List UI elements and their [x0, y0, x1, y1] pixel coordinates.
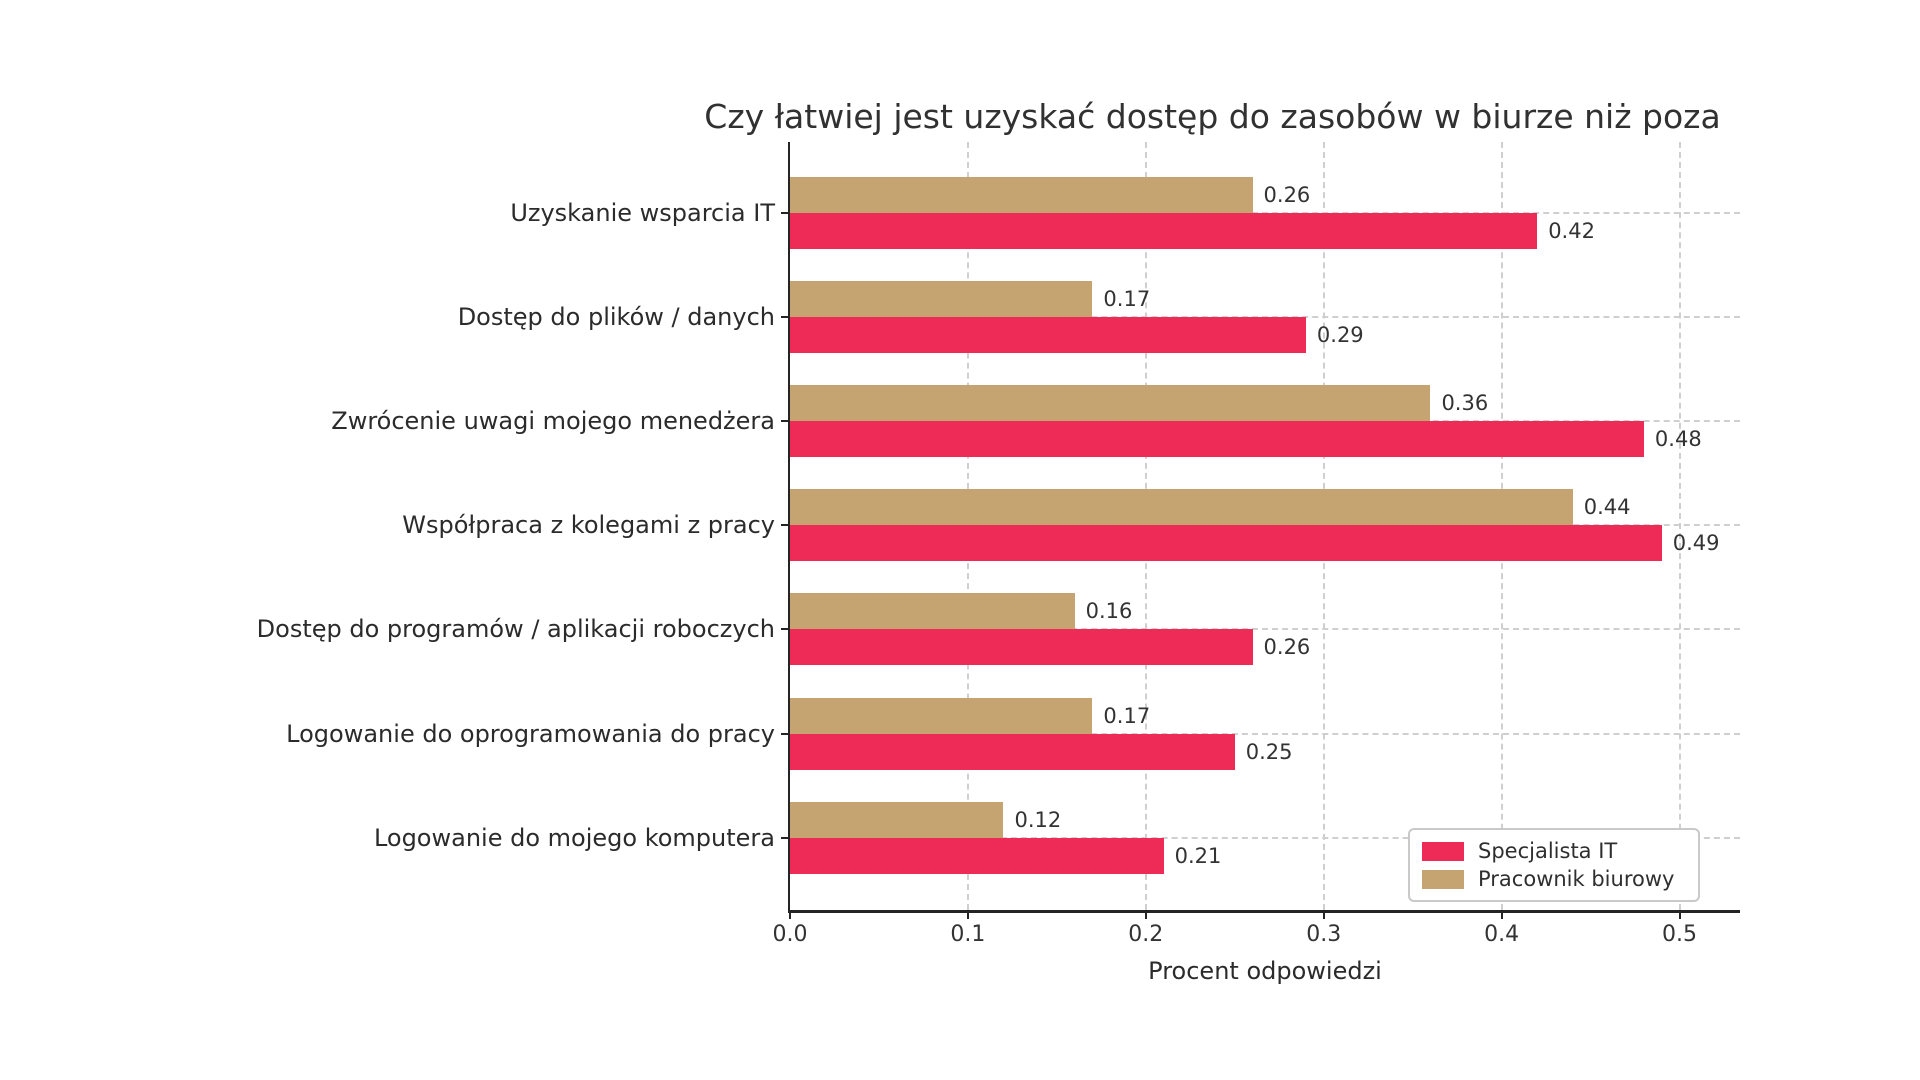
x-tick-mark — [789, 910, 791, 919]
bar-value-label: 0.49 — [1672, 531, 1720, 556]
x-tick-label: 0.5 — [1662, 922, 1697, 947]
bar-pracownik-biurowy — [790, 281, 1093, 318]
bar-specjalista-it — [790, 629, 1253, 666]
bar-value-label: 0.26 — [1263, 635, 1311, 660]
category-label: Współpraca z kolegami z pracy — [402, 511, 775, 540]
chart-title: Czy łatwiej jest uzyskać dostęp do zasob… — [704, 97, 1721, 136]
bar-value-label: 0.16 — [1085, 599, 1133, 624]
category-label: Dostęp do plików / danych — [457, 303, 775, 332]
x-axis-title: Procent odpowiedzi — [1148, 957, 1382, 985]
x-tick-label: 0.2 — [1128, 922, 1164, 947]
bar-value-label: 0.12 — [1014, 807, 1062, 832]
x-tick-mark — [1678, 910, 1681, 919]
bar-value-label: 0.36 — [1441, 391, 1489, 416]
legend-swatch-specjalista-it — [1422, 841, 1464, 861]
bar-specjalista-it — [790, 837, 1164, 874]
bar-pracownik-biurowy — [790, 801, 1004, 838]
x-tick-label: 0.3 — [1306, 922, 1342, 947]
bar-value-label: 0.17 — [1103, 703, 1151, 728]
y-gridline — [790, 628, 1740, 631]
bar-specjalista-it — [790, 317, 1306, 354]
bar-specjalista-it — [790, 213, 1538, 249]
y-tick-mark — [781, 628, 790, 631]
y-tick-mark — [781, 316, 790, 319]
bar-value-label: 0.29 — [1316, 323, 1364, 348]
bar-specjalista-it — [790, 733, 1235, 770]
bar-value-label: 0.26 — [1263, 183, 1311, 207]
legend-swatch-pracownik-biurowy — [1422, 869, 1464, 889]
bar-specjalista-it — [790, 421, 1644, 458]
bar-value-label: 0.25 — [1245, 739, 1293, 764]
bar-pracownik-biurowy — [790, 489, 1573, 526]
y-tick-mark — [781, 420, 790, 423]
x-tick-mark — [1500, 910, 1503, 919]
bar-specjalista-it — [790, 525, 1662, 562]
bar-value-label: 0.48 — [1654, 427, 1702, 452]
legend-label: Specjalista IT — [1478, 839, 1618, 863]
y-tick-mark — [781, 836, 790, 839]
bar-value-label: 0.42 — [1548, 219, 1595, 243]
x-tick-mark — [966, 910, 969, 919]
plot-area: 0.26 0.42 0.17 0.29 0.36 0.48 0.44 0.49 0.16 0.26… — [790, 142, 1740, 910]
bar-pracownik-biurowy — [790, 177, 1253, 213]
bar-value-label: 0.21 — [1174, 843, 1222, 868]
category-label: Dostęp do programów / aplikacji roboczyc… — [256, 615, 775, 644]
x-tick-label: 0.0 — [772, 922, 808, 947]
x-tick-mark — [1144, 910, 1147, 919]
bar-pracownik-biurowy — [790, 697, 1093, 734]
y-axis-spine — [788, 142, 790, 912]
category-label: Zwrócenie uwagi mojego menedżera — [331, 407, 775, 436]
bar-value-label: 0.17 — [1103, 287, 1151, 312]
bar-value-label: 0.44 — [1583, 495, 1631, 520]
x-axis-spine — [788, 910, 1740, 913]
legend: Specjalista IT Pracownik biurowy — [1408, 828, 1700, 902]
x-tick-mark — [1322, 910, 1325, 919]
y-tick-mark — [781, 524, 790, 527]
y-tick-mark — [781, 732, 790, 735]
y-gridline — [790, 732, 1740, 735]
y-gridline — [790, 836, 1740, 839]
category-label: Logowanie do mojego komputera — [373, 823, 775, 852]
y-tick-mark — [781, 212, 790, 214]
bar-pracownik-biurowy — [790, 593, 1075, 630]
category-label: Logowanie do oprogramowania do pracy — [286, 719, 775, 748]
category-label: Uzyskanie wsparcia IT — [510, 199, 775, 227]
x-tick-label: 0.1 — [950, 922, 986, 947]
x-tick-label: 0.4 — [1484, 922, 1520, 947]
legend-item-pracownik-biurowy: Pracownik biurowy — [1422, 867, 1686, 891]
legend-item-specjalista-it: Specjalista IT — [1422, 839, 1686, 863]
legend-label: Pracownik biurowy — [1478, 867, 1675, 891]
bar-pracownik-biurowy — [790, 385, 1431, 422]
